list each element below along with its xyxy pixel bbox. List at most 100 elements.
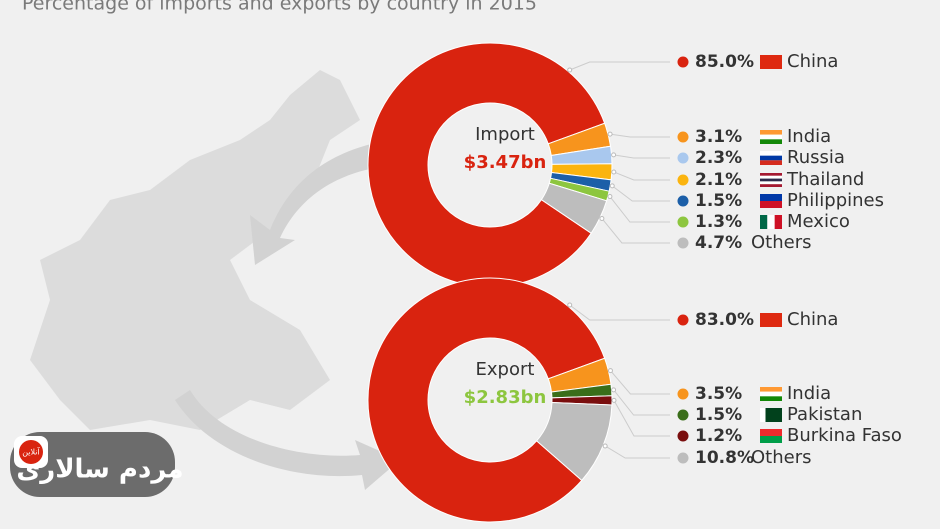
title: Percentage of imports and exports by cou… — [22, 0, 537, 15]
value-label: 3.5% — [695, 384, 742, 404]
leader-end — [567, 302, 573, 308]
leader-end — [611, 152, 617, 158]
slice — [540, 182, 608, 234]
donut-label: Export — [476, 359, 535, 380]
flag-stripe — [760, 194, 782, 201]
map-shape — [30, 70, 360, 430]
flag-stripe — [760, 396, 782, 401]
flag-stripe — [760, 155, 782, 161]
leader-end — [611, 397, 617, 403]
leader-end — [609, 183, 615, 189]
legend-dot — [677, 237, 689, 249]
value-label: 83.0% — [695, 310, 754, 330]
flag-stripe — [760, 134, 782, 140]
flag-stripe — [776, 408, 782, 422]
flag-stripe — [774, 215, 782, 229]
slice — [367, 277, 606, 523]
flag-stripe — [760, 178, 782, 182]
leader-line — [610, 370, 670, 395]
watermark: آنلاین مردم سالاری — [10, 432, 184, 497]
legend-label: Russia — [787, 147, 845, 168]
flag-stripe — [760, 130, 782, 135]
legend-dot — [677, 452, 689, 464]
flag-stripe — [765, 408, 771, 422]
legend-label: Others — [751, 232, 812, 253]
flag-stripe — [760, 175, 782, 179]
legend-dot — [677, 409, 689, 421]
flag-stripe — [767, 215, 775, 229]
legend-label: China — [787, 51, 838, 72]
value-label: 4.7% — [695, 233, 742, 253]
flag-stripe — [771, 408, 777, 422]
legend-dot — [677, 131, 689, 143]
flag-stripe — [760, 429, 782, 436]
leader-line — [613, 400, 670, 437]
flag-stripe — [760, 387, 782, 392]
leader-end — [599, 215, 605, 221]
flag-stripe — [760, 391, 782, 397]
value-label: 1.5% — [695, 191, 742, 211]
value-label: 3.1% — [695, 127, 742, 147]
flag-stripe — [760, 173, 782, 176]
badge-circle — [19, 440, 43, 464]
leader-line — [613, 154, 670, 159]
donut-total: $2.83bn — [464, 387, 547, 408]
leader-line — [611, 185, 670, 202]
value-label: 10.8% — [695, 448, 754, 468]
flag-stripe — [760, 55, 782, 69]
legend-dot — [677, 195, 689, 207]
legend-label: Others — [751, 447, 812, 468]
flag-stripe — [760, 184, 782, 187]
leader-line — [604, 445, 670, 459]
leader-line — [610, 133, 670, 138]
slice — [535, 401, 613, 482]
legend-dot — [677, 388, 689, 400]
value-label: 1.2% — [695, 426, 742, 446]
legend-dot — [677, 174, 689, 186]
legend-label: Pakistan — [787, 404, 862, 425]
legend-label: Thailand — [786, 169, 864, 190]
flag-stripe — [760, 160, 782, 165]
value-label: 1.3% — [695, 212, 742, 232]
flag-stripe — [760, 139, 782, 144]
legend-dot — [677, 314, 689, 326]
leader-end — [607, 194, 613, 200]
flag-stripe — [760, 215, 768, 229]
legend-label: Burkina Faso — [787, 425, 902, 446]
legend-dot — [677, 430, 689, 442]
leader-end — [567, 67, 573, 73]
donut-label: Import — [475, 124, 535, 145]
watermark-name: مردم سالاری — [16, 455, 183, 485]
legend-label: Philippines — [787, 190, 884, 211]
slice — [367, 42, 606, 288]
legend-label: China — [787, 309, 838, 330]
leader-end — [602, 443, 608, 449]
flag-stripe — [760, 408, 766, 422]
leader-end — [607, 368, 613, 374]
flag-stripe — [760, 181, 782, 185]
arrow — [250, 140, 395, 265]
legend-dot — [677, 152, 689, 164]
value-label: 2.1% — [695, 170, 742, 190]
leader-end — [611, 169, 617, 175]
value-label: 2.3% — [695, 148, 742, 168]
leader-end — [607, 131, 613, 137]
arrow — [175, 390, 400, 490]
value-label: 1.5% — [695, 405, 742, 425]
flag-stripe — [760, 151, 782, 156]
flag-stripe — [760, 313, 782, 327]
flag-stripe — [760, 201, 782, 208]
leader-line — [609, 196, 670, 223]
legend-label: India — [787, 126, 831, 147]
value-label: 85.0% — [695, 52, 754, 72]
leader-end — [611, 387, 617, 393]
legend-dot — [677, 56, 689, 68]
leader-line — [613, 389, 670, 416]
leader-line — [569, 61, 670, 71]
watermark-bg — [10, 432, 175, 497]
legend-dot — [677, 216, 689, 228]
legend-label: India — [787, 383, 831, 404]
leader-line — [569, 304, 670, 321]
watermark-badge: آنلاین — [22, 447, 40, 457]
